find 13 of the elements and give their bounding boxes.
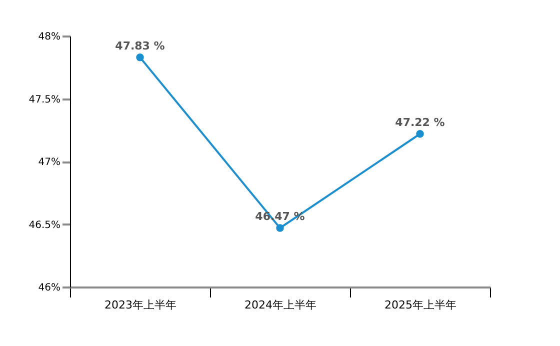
y-tick-label: 48% (38, 32, 60, 42)
point (416, 130, 424, 138)
y-tick-label: 46% (38, 282, 60, 294)
point (276, 224, 284, 232)
point (136, 53, 144, 62)
y-tick-label: 46.5% (28, 220, 60, 231)
y-tick-label: 47.5% (28, 94, 60, 106)
y-tick-label: 47% (38, 157, 60, 168)
x-tick-label: 2023年上半年 (104, 298, 176, 312)
data-label: 47.22 % (395, 116, 445, 129)
x-tick-label: 2025年上半年 (384, 298, 456, 312)
data-label: 47.83 % (115, 39, 165, 52)
x-tick-label: 2024年上半年 (244, 298, 316, 312)
